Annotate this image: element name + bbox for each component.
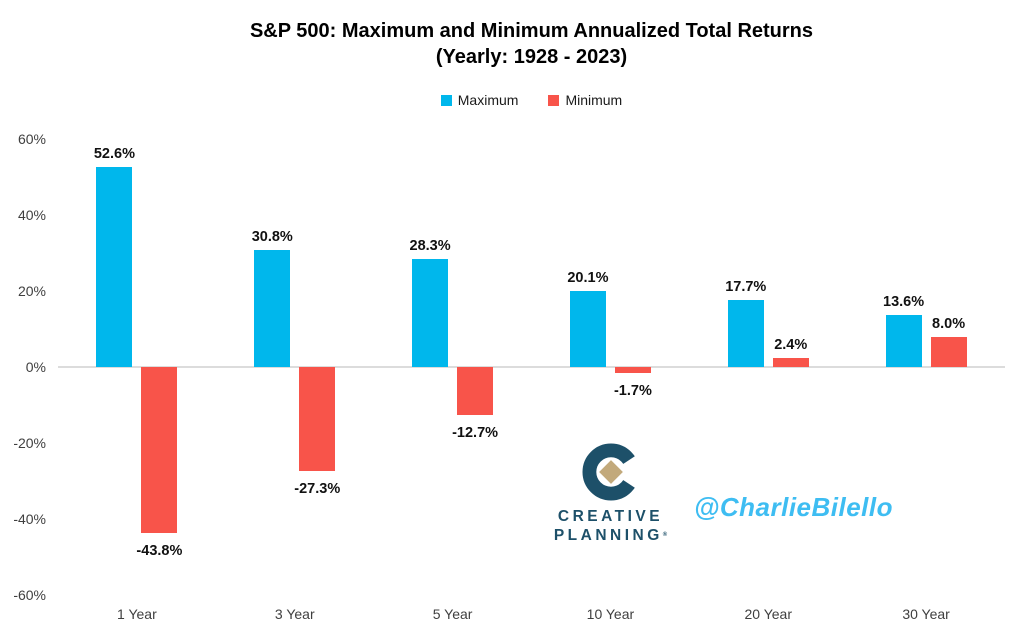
bar-value-label-minimum-30-year: 8.0% [932, 315, 966, 332]
y-tick--40-: -40% [13, 511, 46, 527]
category-label-5-year: 5 Year [432, 606, 473, 622]
bar-value-label-minimum-10-year: -1.7% [613, 383, 652, 400]
logo-trademark: ® [662, 532, 668, 538]
bar-maximum-20-year [727, 299, 764, 367]
chart-title: S&P 500: Maximum and Minimum Annualized … [58, 18, 1005, 70]
bar-minimum-30-year [930, 336, 967, 367]
legend-item-minimum: Minimum [548, 92, 622, 108]
logo-text-planning: PLANNING® [553, 527, 668, 544]
legend-item-maximum: Maximum [440, 92, 519, 108]
y-tick-40-: 40% [17, 207, 46, 223]
bar-value-label-minimum-5-year: -12.7% [452, 425, 499, 442]
bar-minimum-20-year [772, 357, 809, 367]
legend: Maximum Minimum [58, 92, 1005, 108]
creative-planning-logo-icon [582, 443, 643, 501]
bar-value-label-maximum-1-year: 52.6% [93, 146, 135, 163]
bar-minimum-1-year [141, 367, 178, 534]
creative-planning-logo: CREATIVE PLANNING® [538, 442, 683, 545]
bar-value-label-minimum-1-year: -43.8% [136, 543, 183, 560]
bar-minimum-10-year [614, 367, 651, 374]
category-label-30-year: 30 Year [902, 606, 950, 622]
bar-value-label-maximum-3-year: 30.8% [251, 228, 293, 245]
y-tick--60-: -60% [13, 587, 46, 603]
bar-maximum-10-year [569, 290, 606, 367]
category-label-10-year: 10 Year [586, 606, 635, 622]
bar-minimum-5-year [457, 367, 494, 416]
bar-value-label-maximum-20-year: 17.7% [725, 278, 767, 295]
y-tick-0-: 0% [25, 359, 46, 375]
legend-label-maximum: Maximum [457, 92, 519, 108]
legend-label-minimum: Minimum [565, 92, 623, 108]
bar-value-label-maximum-30-year: 13.6% [883, 294, 925, 311]
bar-maximum-3-year [254, 249, 291, 367]
y-tick--20-: -20% [13, 435, 46, 451]
chart-title-line2: (Yearly: 1928 - 2023) [435, 46, 628, 68]
category-label-3-year: 3 Year [274, 606, 315, 622]
bar-value-label-minimum-3-year: -27.3% [294, 480, 341, 497]
bar-maximum-30-year [885, 315, 922, 367]
chart-title-line1: S&P 500: Maximum and Minimum Annualized … [249, 20, 814, 42]
category-label-20-year: 20 Year [744, 606, 793, 622]
y-tick-60-: 60% [17, 131, 46, 147]
category-label-1-year: 1 Year [117, 606, 157, 622]
maximum-legend-swatch-icon [440, 94, 452, 106]
watermark-handle: @CharlieBilello [694, 492, 894, 522]
bar-maximum-5-year [412, 259, 449, 367]
zero-axis-line [58, 366, 1005, 368]
minimum-legend-swatch-icon [548, 94, 560, 106]
bar-value-label-maximum-5-year: 28.3% [409, 238, 451, 255]
bar-value-label-minimum-20-year: 2.4% [774, 336, 808, 353]
logo-text-creative: CREATIVE [557, 508, 664, 525]
bar-maximum-1-year [96, 167, 133, 367]
bar-minimum-3-year [299, 367, 336, 471]
y-tick-20-: 20% [17, 283, 46, 299]
bar-value-label-maximum-10-year: 20.1% [567, 269, 609, 286]
